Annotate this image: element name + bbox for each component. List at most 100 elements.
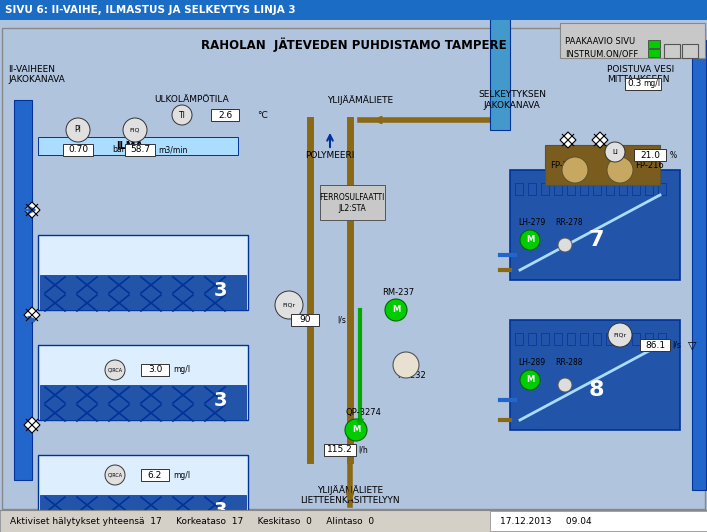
Bar [580, 183, 588, 195]
Text: 17.12.2013     09.04: 17.12.2013 09.04 [500, 517, 592, 526]
Bar [632, 183, 640, 195]
Text: FP-216: FP-216 [635, 161, 664, 170]
Text: ▽: ▽ [688, 340, 696, 350]
Circle shape [393, 352, 419, 378]
Bar [648, 40, 660, 48]
Text: FIQr: FIQr [614, 332, 626, 337]
Bar [528, 183, 536, 195]
Text: l/s: l/s [672, 340, 681, 350]
Bar [593, 183, 601, 195]
Bar [682, 44, 698, 58]
Circle shape [105, 465, 125, 485]
Bar [211, 109, 239, 121]
Bar [625, 78, 661, 90]
Text: 0.3: 0.3 [628, 79, 642, 88]
Polygon shape [24, 417, 40, 433]
Text: FP-215: FP-215 [550, 161, 578, 170]
Bar [567, 333, 575, 345]
Circle shape [172, 105, 192, 125]
Bar [567, 183, 575, 195]
Circle shape [123, 118, 147, 142]
Bar [63, 144, 93, 156]
Text: YLIJÄÄMÄLIETE: YLIJÄÄMÄLIETE [327, 95, 393, 105]
Bar [515, 183, 523, 195]
Text: 3: 3 [214, 501, 227, 520]
Bar [606, 333, 614, 345]
Text: 90: 90 [299, 315, 311, 325]
Bar [541, 183, 549, 195]
Circle shape [66, 118, 90, 142]
Text: mg/l: mg/l [173, 365, 190, 375]
Text: m3/min: m3/min [158, 145, 187, 154]
Bar [125, 144, 155, 156]
Polygon shape [24, 202, 40, 218]
Text: 2.6: 2.6 [218, 111, 232, 120]
Bar [38, 455, 248, 530]
Text: 3: 3 [214, 280, 227, 300]
Text: FIQ: FIQ [130, 128, 140, 132]
Text: INSTRUM.ON/OFF: INSTRUM.ON/OFF [565, 49, 638, 59]
Text: %: % [670, 151, 677, 160]
Text: LH-279: LH-279 [518, 218, 545, 227]
Text: bar: bar [112, 145, 125, 154]
Bar [291, 314, 319, 326]
Bar [515, 333, 523, 345]
Text: FIQr: FIQr [282, 303, 296, 307]
Text: °C: °C [257, 111, 268, 120]
Polygon shape [24, 307, 40, 323]
Text: l/s: l/s [337, 315, 346, 325]
Bar [619, 183, 627, 195]
Bar [580, 333, 588, 345]
Text: FP-232: FP-232 [397, 371, 426, 380]
Bar [619, 333, 627, 345]
Bar [141, 469, 169, 481]
Text: M: M [352, 426, 360, 435]
Text: l/h: l/h [358, 445, 368, 454]
Bar [593, 333, 601, 345]
Bar [38, 345, 248, 420]
Circle shape [520, 230, 540, 250]
Text: 3: 3 [214, 390, 227, 410]
Text: Aktiviset hälytykset yhteensä  17     Korkeataso  17     Keskitaso  0     Alinta: Aktiviset hälytykset yhteensä 17 Korkeat… [10, 517, 374, 526]
Bar [38, 137, 238, 155]
Text: QIRCA: QIRCA [107, 368, 122, 372]
Text: mg/l: mg/l [173, 470, 190, 479]
Circle shape [605, 142, 625, 162]
Bar [324, 444, 356, 456]
Bar [664, 44, 680, 58]
Polygon shape [560, 132, 576, 148]
Circle shape [558, 238, 572, 252]
Text: ULKOLÄMPÖTILA: ULKOLÄMPÖTILA [155, 96, 229, 104]
Bar [554, 333, 562, 345]
Bar [510, 320, 680, 430]
Bar [490, 0, 510, 130]
Circle shape [275, 291, 303, 319]
Bar [658, 333, 666, 345]
Bar [640, 339, 670, 351]
Circle shape [558, 378, 572, 392]
Text: II-VAIHEEN
JAKOKANAVA: II-VAIHEEN JAKOKANAVA [8, 65, 65, 85]
Bar [545, 145, 660, 185]
Bar [554, 183, 562, 195]
Circle shape [608, 323, 632, 347]
Text: 8: 8 [588, 380, 604, 400]
Bar [658, 183, 666, 195]
Bar [490, 511, 707, 531]
Bar [528, 333, 536, 345]
Bar [40, 495, 246, 530]
Bar [320, 185, 385, 220]
Text: TI: TI [179, 111, 185, 120]
Circle shape [607, 157, 633, 183]
Bar [0, 0, 707, 20]
Bar [541, 333, 549, 345]
Text: 3.0: 3.0 [148, 365, 162, 375]
Text: QIRCA: QIRCA [107, 472, 122, 478]
Text: M: M [392, 305, 400, 314]
Text: 6.2: 6.2 [148, 470, 162, 479]
Circle shape [385, 299, 407, 321]
Text: ILMA: ILMA [117, 141, 144, 151]
Bar [0, 510, 707, 532]
Bar [14, 100, 32, 480]
Text: 58.7: 58.7 [130, 145, 150, 154]
Text: POISTUVA VESI
MITTAUKSEEN: POISTUVA VESI MITTAUKSEEN [607, 65, 674, 85]
